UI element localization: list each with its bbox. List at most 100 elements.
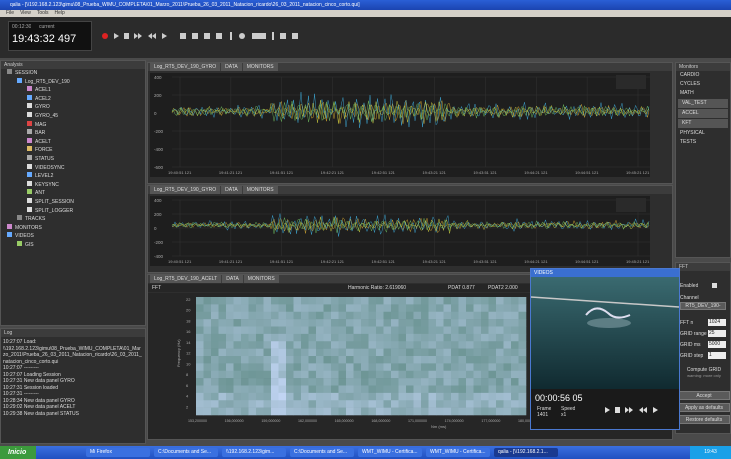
cell bbox=[451, 356, 459, 364]
speed-label: Speed bbox=[561, 406, 576, 412]
y-tick-label: 400 bbox=[154, 198, 162, 203]
compute-button[interactable]: Compute GRID bbox=[686, 367, 722, 373]
x-tick-label: 19:44:21 121 bbox=[524, 259, 548, 264]
cell bbox=[331, 400, 339, 408]
tab[interactable]: MONITORS bbox=[242, 186, 278, 194]
x-tick-label: 19:44:51 121 bbox=[575, 170, 599, 175]
cell bbox=[271, 363, 279, 372]
button[interactable]: Accept bbox=[678, 391, 730, 400]
y-tick-label: 10 bbox=[186, 361, 191, 366]
tree-item[interactable]: ACELT bbox=[1, 137, 145, 147]
tab[interactable]: MONITORS bbox=[242, 63, 278, 71]
tab[interactable]: Log_RT5_DEV_190_ACELT bbox=[150, 275, 222, 283]
tree-item[interactable]: ANT bbox=[1, 189, 145, 198]
cell bbox=[226, 392, 234, 401]
cell bbox=[496, 297, 504, 305]
menu-item[interactable]: Help bbox=[54, 10, 65, 16]
tree-item[interactable]: ACEL1 bbox=[1, 86, 145, 95]
tree-item[interactable]: MONITORS bbox=[1, 223, 145, 233]
field-value[interactable]: 1024 bbox=[708, 319, 726, 326]
cell bbox=[428, 356, 437, 364]
monitor-item[interactable]: MATH bbox=[680, 90, 694, 96]
button[interactable]: Restore defaults bbox=[678, 415, 730, 424]
cell bbox=[428, 363, 437, 372]
tree-item[interactable]: VIDEOSYNC bbox=[1, 163, 145, 173]
cell bbox=[226, 304, 234, 313]
monitor-item[interactable]: PHYSICAL bbox=[680, 130, 705, 136]
cell bbox=[481, 363, 489, 372]
menu-item[interactable]: Tools bbox=[36, 10, 49, 16]
tab[interactable]: DATA bbox=[222, 275, 243, 283]
y-tick-label: -400 bbox=[154, 147, 164, 152]
tree-item[interactable]: MAG bbox=[1, 120, 145, 130]
cell bbox=[346, 356, 354, 364]
cell bbox=[338, 356, 347, 364]
tree-item[interactable]: TRACKS bbox=[1, 215, 145, 224]
tree-item[interactable]: SESSION bbox=[1, 69, 145, 78]
tree-item[interactable]: GIS bbox=[1, 240, 145, 250]
tree-item[interactable]: ACEL2 bbox=[1, 94, 145, 104]
tree-item[interactable]: SPLIT_SESSION bbox=[1, 197, 145, 207]
tree-item[interactable]: KEYSYNC bbox=[1, 180, 145, 190]
cell bbox=[466, 333, 474, 342]
cell bbox=[443, 400, 452, 408]
start-button[interactable]: Inicio bbox=[0, 446, 36, 459]
monitor-item[interactable]: VAL_TEST bbox=[678, 99, 728, 108]
field-value[interactable]: 25 bbox=[708, 330, 726, 337]
task-button[interactable]: WMT_WIMU - Certifica... bbox=[358, 448, 422, 457]
tab[interactable]: MONITORS bbox=[243, 275, 279, 283]
channel-select[interactable]: RT5_DEV_190- bbox=[680, 302, 726, 310]
cell bbox=[406, 400, 414, 408]
menu-item[interactable]: View bbox=[20, 10, 31, 16]
field-value[interactable]: 5000 bbox=[708, 341, 726, 348]
field-value[interactable]: 1 bbox=[708, 352, 726, 359]
cell bbox=[263, 333, 272, 342]
tree-item[interactable]: SPLIT_LOGGER bbox=[1, 206, 145, 216]
button[interactable]: Apply as defaults bbox=[678, 403, 730, 412]
cell bbox=[316, 392, 324, 401]
cell bbox=[316, 407, 324, 416]
x-tick-label: 19:41:51 121 bbox=[270, 170, 294, 175]
monitor-item[interactable]: KFT bbox=[678, 119, 728, 128]
cell bbox=[218, 385, 227, 394]
cell bbox=[316, 348, 324, 357]
tree-item[interactable]: Log_RT5_DEV_190 bbox=[1, 77, 145, 87]
cell bbox=[488, 378, 497, 386]
cell bbox=[301, 407, 309, 416]
tree-item[interactable]: STATUS bbox=[1, 154, 145, 164]
cell bbox=[263, 378, 272, 386]
monitor-item[interactable]: TESTS bbox=[680, 139, 697, 145]
cell bbox=[511, 341, 519, 349]
cell bbox=[473, 392, 482, 401]
task-button[interactable]: C:\Documents and Se... bbox=[154, 448, 218, 457]
tree-item[interactable]: FORCE bbox=[1, 146, 145, 155]
cell bbox=[511, 333, 519, 342]
tree-item[interactable]: BAR bbox=[1, 129, 145, 138]
video-title: VIDEOS bbox=[531, 269, 679, 277]
monitor-item[interactable]: CARDIO bbox=[680, 72, 700, 78]
monitor-item[interactable]: ACCEL bbox=[678, 109, 728, 118]
task-button[interactable]: WMT_WIMU - Certifica... bbox=[426, 448, 490, 457]
checkbox[interactable] bbox=[712, 283, 717, 288]
tab[interactable]: Log_RT5_DEV_190_GYRO bbox=[150, 63, 221, 71]
monitor-item[interactable]: CYCLES bbox=[680, 81, 701, 87]
tree-item[interactable]: GYRO_45 bbox=[1, 111, 145, 121]
tab[interactable]: Log_RT5_DEV_190_GYRO bbox=[150, 186, 221, 194]
tree-item[interactable]: GYRO bbox=[1, 103, 145, 112]
cell bbox=[248, 304, 257, 313]
tree-item[interactable]: LEVEL2 bbox=[1, 172, 145, 181]
cell bbox=[233, 348, 242, 357]
cell bbox=[203, 297, 212, 305]
task-button[interactable]: C:\Documents and Se... bbox=[290, 448, 354, 457]
log-line: 10:29:02 New data panel ACELT bbox=[3, 404, 76, 410]
cell bbox=[263, 407, 272, 416]
tab[interactable]: DATA bbox=[221, 186, 242, 194]
task-button[interactable]: \\192.168.2.123\gim... bbox=[222, 448, 286, 457]
cell bbox=[248, 392, 257, 401]
menu-item[interactable]: File bbox=[6, 10, 15, 16]
task-button[interactable]: qalia - [\\192.168.2.1... bbox=[494, 448, 558, 457]
tree-item[interactable]: VIDEOS bbox=[1, 232, 145, 241]
task-button[interactable]: Mi Firefox bbox=[86, 448, 150, 457]
tab[interactable]: DATA bbox=[221, 63, 242, 71]
cell bbox=[331, 326, 339, 335]
